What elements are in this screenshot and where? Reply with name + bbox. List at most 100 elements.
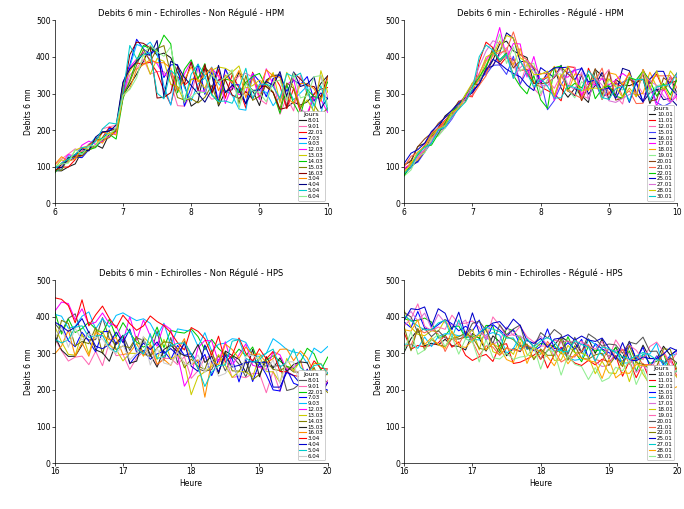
20.01 xyxy=(611,342,620,348)
7.03 xyxy=(324,387,332,393)
11.01 xyxy=(407,346,415,352)
28.01 xyxy=(536,71,544,77)
Line: 9.01: 9.01 xyxy=(55,59,328,165)
16.03 xyxy=(174,64,182,70)
7.03 xyxy=(228,356,236,362)
25.01 xyxy=(666,85,674,91)
22.01 xyxy=(591,96,599,102)
15.03 xyxy=(303,88,311,94)
16.03 xyxy=(112,126,120,132)
3.04 xyxy=(235,67,243,73)
10.01 xyxy=(618,355,627,361)
13.03 xyxy=(85,351,93,357)
19.01 xyxy=(543,343,551,349)
4.04 xyxy=(289,373,298,379)
15.03 xyxy=(228,352,236,358)
16.01 xyxy=(455,333,463,339)
10.01 xyxy=(428,340,436,346)
9.03 xyxy=(64,153,73,159)
17.01 xyxy=(510,332,518,338)
16.03 xyxy=(235,355,243,361)
17.01 xyxy=(605,82,613,88)
10.01 xyxy=(482,69,490,75)
5.04 xyxy=(78,323,86,329)
28.01 xyxy=(618,370,627,376)
12.03 xyxy=(324,109,332,116)
15.03 xyxy=(221,348,229,354)
10.01 xyxy=(489,57,497,63)
18.01 xyxy=(421,332,429,338)
9.01 xyxy=(324,94,332,100)
28.01 xyxy=(516,55,525,61)
9.01 xyxy=(187,91,196,97)
4.04 xyxy=(228,82,236,89)
16.03 xyxy=(282,346,291,352)
9.03 xyxy=(235,336,243,343)
21.01 xyxy=(475,352,484,358)
4.04 xyxy=(98,346,107,352)
19.01 xyxy=(414,153,422,159)
4.04 xyxy=(235,362,243,369)
18.01 xyxy=(516,45,525,51)
30.01 xyxy=(414,151,422,157)
20.01 xyxy=(510,65,518,71)
7.03 xyxy=(112,127,120,133)
25.01 xyxy=(564,331,572,337)
15.01 xyxy=(407,325,415,331)
4.04 xyxy=(214,62,222,68)
17.01 xyxy=(625,351,633,357)
13.03 xyxy=(276,100,284,106)
28.01 xyxy=(543,68,551,74)
20.01 xyxy=(455,336,463,342)
5.04 xyxy=(214,98,222,104)
Line: 12.01: 12.01 xyxy=(404,47,677,173)
16.03 xyxy=(71,353,79,359)
12.01 xyxy=(448,107,456,114)
15.01 xyxy=(414,159,422,165)
20.01 xyxy=(639,71,647,77)
21.01 xyxy=(469,93,477,99)
21.01 xyxy=(577,95,586,101)
19.01 xyxy=(475,80,484,87)
15.03 xyxy=(235,356,243,362)
28.01 xyxy=(523,60,531,66)
10.01 xyxy=(455,99,463,105)
13.03 xyxy=(126,68,134,74)
27.01 xyxy=(448,335,456,341)
20.01 xyxy=(584,331,592,337)
7.03 xyxy=(317,90,325,96)
22.01 xyxy=(317,367,325,373)
17.01 xyxy=(441,119,449,125)
10.01 xyxy=(523,336,531,342)
22.01 xyxy=(85,147,93,153)
12.01 xyxy=(441,124,449,130)
27.01 xyxy=(428,327,436,333)
17.01 xyxy=(625,75,633,81)
16.03 xyxy=(207,358,215,364)
12.01 xyxy=(434,132,443,138)
22.01 xyxy=(221,95,229,101)
5.04 xyxy=(119,91,127,97)
20.01 xyxy=(666,355,674,361)
Line: 15.03: 15.03 xyxy=(55,331,328,381)
3.04 xyxy=(235,335,243,341)
18.01 xyxy=(653,83,661,90)
5.04 xyxy=(133,346,141,352)
13.03 xyxy=(153,55,161,62)
22.01 xyxy=(98,330,107,336)
12.01 xyxy=(400,169,408,176)
13.03 xyxy=(235,63,243,69)
27.01 xyxy=(618,354,627,360)
22.01 xyxy=(407,162,415,168)
7.03 xyxy=(262,94,270,100)
3.04 xyxy=(181,347,189,353)
12.01 xyxy=(496,52,504,58)
30.01 xyxy=(529,84,538,90)
9.03 xyxy=(146,320,155,326)
30.01 xyxy=(523,70,531,76)
10.01 xyxy=(584,336,592,342)
30.01 xyxy=(666,376,674,382)
4.04 xyxy=(194,91,202,97)
14.03 xyxy=(112,136,120,142)
8.01 xyxy=(105,131,114,137)
